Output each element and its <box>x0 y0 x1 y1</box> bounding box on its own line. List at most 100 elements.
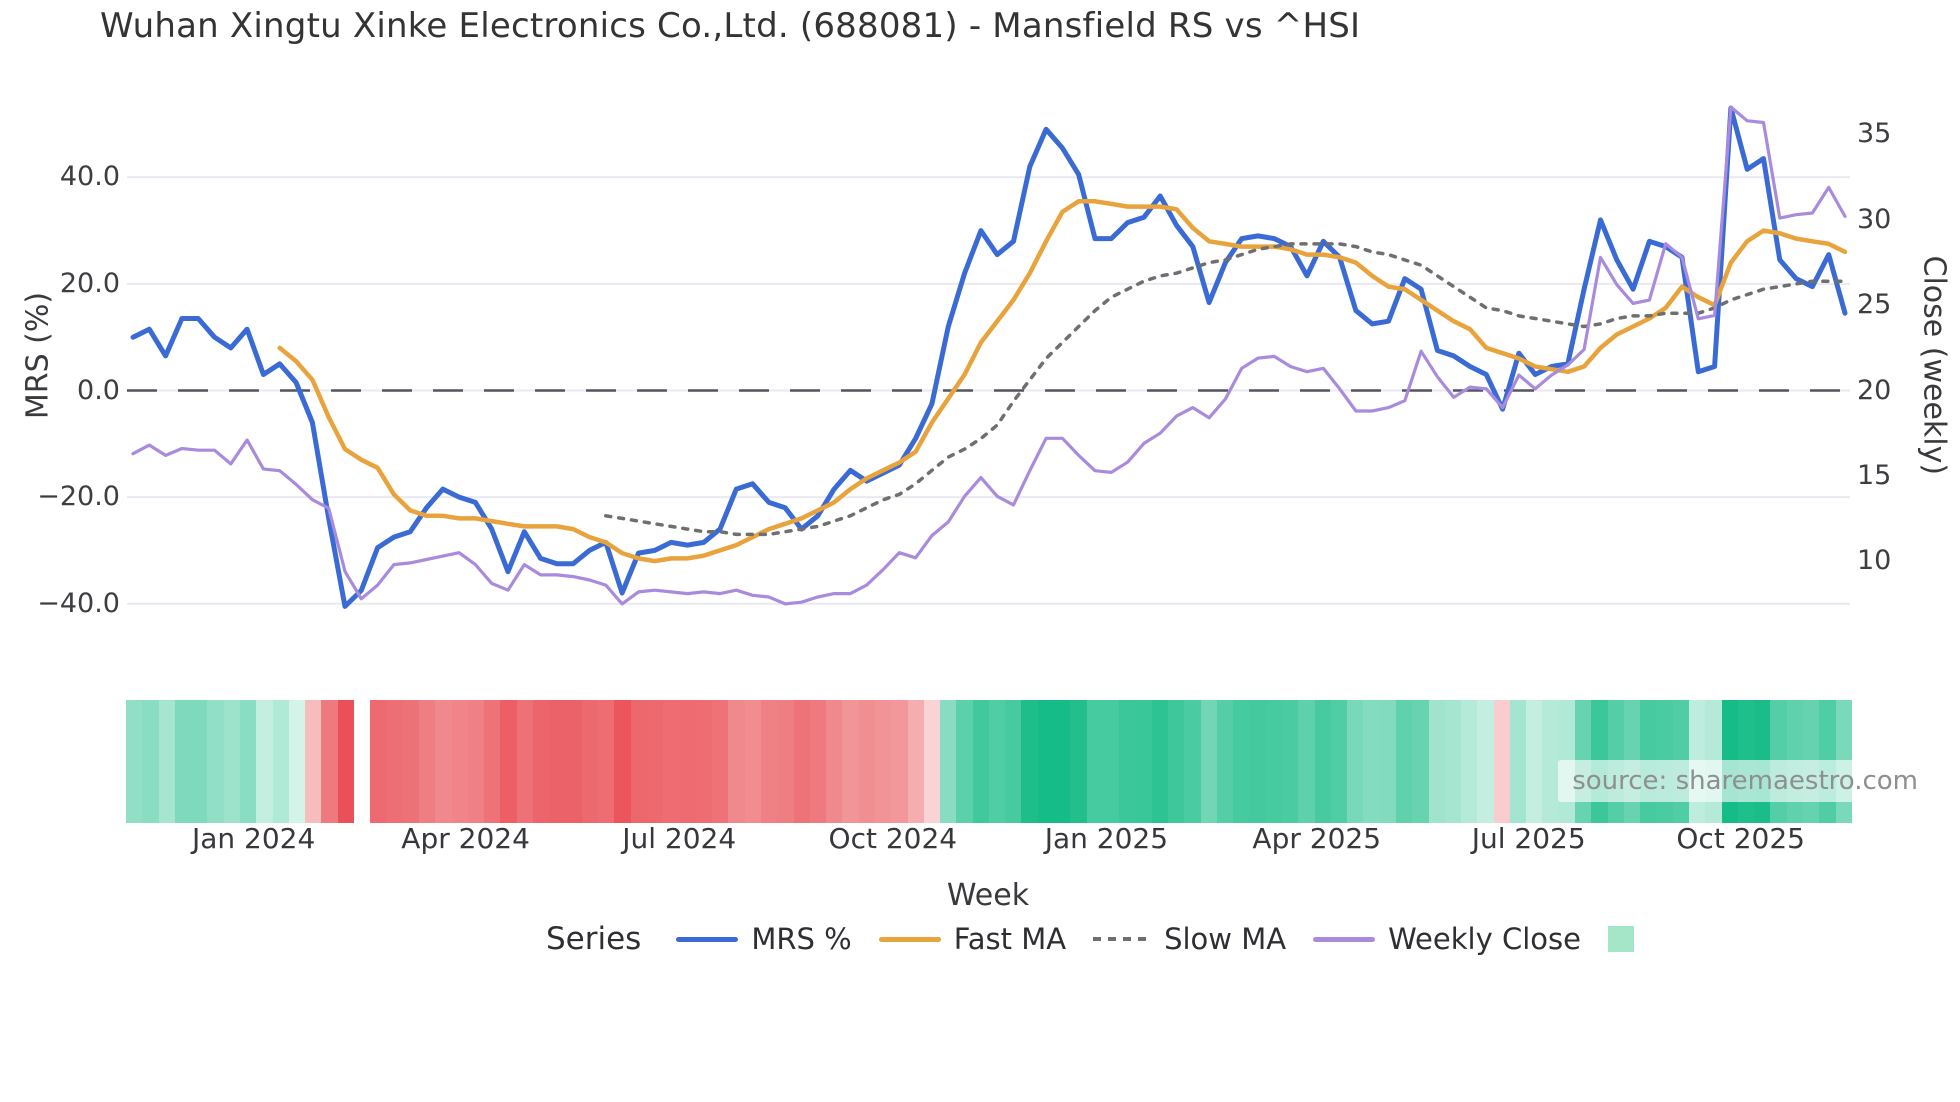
heatmap-week-cell <box>533 700 550 823</box>
heatmap-week-cell <box>321 700 338 823</box>
heatmap-week-cell <box>809 700 827 823</box>
heatmap-week-cell <box>467 700 485 823</box>
heatmap-week-cell <box>1461 700 1478 823</box>
heatmap-week-cell <box>142 700 159 823</box>
x-tick-label: Oct 2025 <box>1676 822 1805 855</box>
heatmap-week-cell <box>1347 700 1364 823</box>
heatmap-week-cell <box>1005 700 1022 823</box>
heatmap-week-cell <box>1395 700 1413 823</box>
heatmap-week-cell <box>988 700 1006 823</box>
line-swatch <box>676 936 739 942</box>
left-tick-label: 40.0 <box>59 161 120 193</box>
heatmap-week-cell <box>386 700 403 823</box>
heatmap-week-cell <box>1135 700 1152 823</box>
x-axis-title: Week <box>946 878 1030 913</box>
line-swatch <box>1313 936 1376 942</box>
heatmap-week-cell <box>907 700 924 823</box>
left-tick-label: −40.0 <box>37 587 120 619</box>
heatmap-week-cell <box>419 700 436 823</box>
heatmap-week-cell <box>1070 700 1087 823</box>
heatmap-week-cell <box>191 700 208 823</box>
heatmap-week-cell <box>1542 700 1559 823</box>
heatmap-week-cell <box>1379 700 1396 823</box>
right-tick-label: 35 <box>1857 118 1892 150</box>
left-tick-label: 0.0 <box>77 374 120 406</box>
right-tick-label: 10 <box>1857 545 1892 577</box>
x-tick-label: Jan 2024 <box>191 822 316 855</box>
heatmap-week-cell <box>1249 700 1266 823</box>
heatmap-week-cell <box>728 700 745 823</box>
legend-item-fast-ma: Fast MA <box>878 922 1067 956</box>
heatmap-week-cell <box>679 700 696 823</box>
heatmap-week-cell <box>305 700 322 823</box>
heatmap-week-cell <box>484 700 501 823</box>
right-tick-label: 20 <box>1857 374 1892 406</box>
chart-plot <box>127 105 1850 609</box>
heatmap-week-cell <box>207 700 224 823</box>
heatmap-week-cell <box>923 700 941 823</box>
left-tick-label: −20.0 <box>37 481 120 513</box>
heatmap-week-cell <box>956 700 973 823</box>
heatmap-week-cell <box>842 700 859 823</box>
heatmap-week-cell <box>223 700 240 823</box>
legend-item-heatmap <box>1607 926 1634 952</box>
heatmap-week-cell <box>1412 700 1429 823</box>
x-tick-label: Jul 2024 <box>622 822 737 855</box>
heatmap-week-cell <box>288 700 306 823</box>
heatmap-week-cell <box>1168 700 1185 823</box>
heatmap-week-cell <box>891 700 908 823</box>
heatmap-week-cell <box>940 700 957 823</box>
heatmap-week-cell <box>793 700 810 823</box>
left-tick-label: 20.0 <box>59 267 120 299</box>
heatmap-week-cell <box>435 700 452 823</box>
heatmap-week-cell <box>1477 700 1494 823</box>
heatmap-week-cell <box>1102 700 1120 823</box>
heatmap-week-cell <box>256 700 273 823</box>
right-tick-label: 15 <box>1857 459 1892 491</box>
heatmap-week-cell <box>1054 700 1071 823</box>
line-swatch <box>1093 937 1152 941</box>
left-axis-title: MRS (%) <box>20 291 56 420</box>
right-tick-label: 30 <box>1857 203 1892 235</box>
heatmap-week-cell <box>614 700 631 823</box>
right-tick-label: 25 <box>1857 289 1892 321</box>
series-line-mrs- <box>130 105 1848 609</box>
heatmap-week-cell <box>158 700 175 823</box>
heatmap-week-cell <box>1428 700 1445 823</box>
heatmap-week-cell <box>972 700 989 823</box>
chart-title: Wuhan Xingtu Xinke Electronics Co.,Ltd. … <box>100 6 1361 46</box>
heatmap-week-cell <box>744 700 761 823</box>
heatmap-week-cell <box>239 700 257 823</box>
heatmap-week-cell <box>1493 700 1510 823</box>
heatmap-week-cell <box>695 700 713 823</box>
heatmap-week-cell <box>1037 700 1055 823</box>
heatmap-week-cell <box>1526 700 1543 823</box>
heatmap-week-cell <box>1233 700 1250 823</box>
heatmap-week-cell <box>1314 700 1331 823</box>
heatmap-week-cell <box>598 700 615 823</box>
legend-item-label: MRS % <box>751 922 852 956</box>
series-line-slow-ma <box>604 242 1847 537</box>
x-tick-label: Apr 2024 <box>401 822 530 855</box>
right-axis-title: Close (weekly) <box>1916 255 1952 476</box>
heatmap-week-cell <box>858 700 875 823</box>
series-line-fast-ma <box>277 199 1848 564</box>
heatmap-week-cell <box>1281 700 1299 823</box>
legend-item-label: Slow MA <box>1164 922 1287 956</box>
heatmap-week-cell <box>630 700 647 823</box>
heatmap-week-cell <box>451 700 468 823</box>
heatmap-week-cell <box>581 700 599 823</box>
heatmap-week-cell <box>1298 700 1315 823</box>
legend-title: Series <box>546 921 642 957</box>
heatmap-week-cell <box>1444 700 1462 823</box>
heatmap-week-cell <box>402 700 420 823</box>
heatmap-week-cell <box>174 700 192 823</box>
heatmap-week-cell <box>500 700 517 823</box>
legend-item-label: Fast MA <box>953 922 1067 956</box>
line-swatch <box>878 936 941 942</box>
heatmap-week-cell <box>549 700 566 823</box>
heatmap-week-cell <box>565 700 582 823</box>
heatmap-week-cell <box>337 700 354 823</box>
legend-item-weekly-close: Weekly Close <box>1313 922 1581 956</box>
